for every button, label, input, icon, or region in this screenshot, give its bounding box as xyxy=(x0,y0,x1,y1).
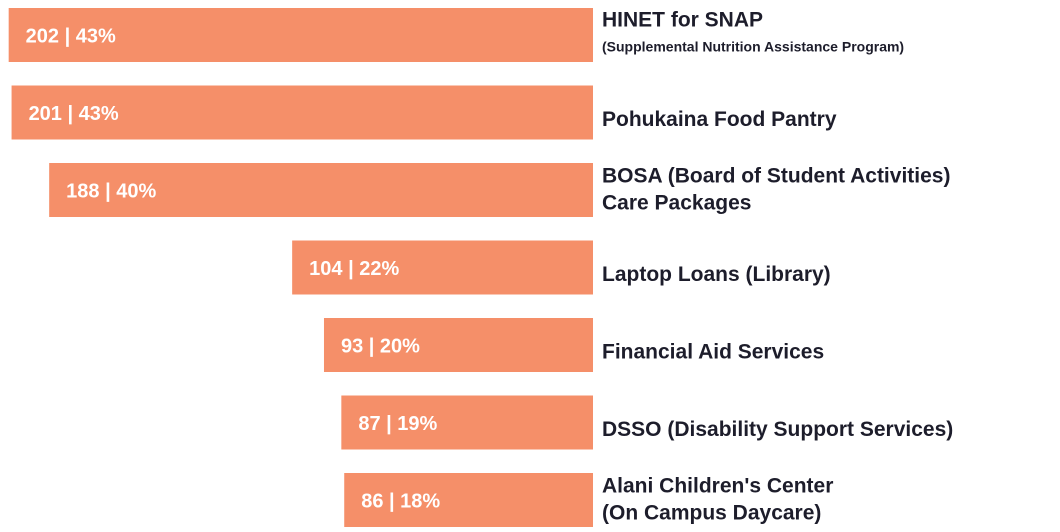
bar xyxy=(292,240,593,295)
bar xyxy=(344,473,593,527)
category-label: Financial Aid Services xyxy=(602,341,824,364)
value-label: 201 | 43% xyxy=(29,103,119,125)
bar xyxy=(341,395,593,450)
category-label: BOSA (Board of Student Activities) xyxy=(602,165,950,188)
bar xyxy=(323,318,593,372)
category-label: (On Campus Daycare) xyxy=(602,502,821,525)
category-label: Alani Children's Center xyxy=(602,475,833,498)
category-label: Pohukaina Food Pantry xyxy=(602,108,837,131)
category-label: DSSO (Disability Support Services) xyxy=(602,418,953,441)
value-label: 86 | 18% xyxy=(361,490,440,512)
bar xyxy=(11,85,593,140)
bar xyxy=(49,163,594,217)
category-label: Care Packages xyxy=(602,192,751,215)
category-label: (Supplemental Nutrition Assistance Progr… xyxy=(602,39,904,55)
category-label: Laptop Loans (Library) xyxy=(602,263,831,286)
value-label: 87 | 19% xyxy=(358,413,437,435)
value-label: 188 | 40% xyxy=(66,180,156,202)
bar xyxy=(8,8,594,62)
value-label: 202 | 43% xyxy=(26,25,116,47)
value-label: 104 | 22% xyxy=(309,258,399,280)
value-label: 93 | 20% xyxy=(341,335,420,357)
category-label: HINET for SNAP xyxy=(602,9,763,32)
